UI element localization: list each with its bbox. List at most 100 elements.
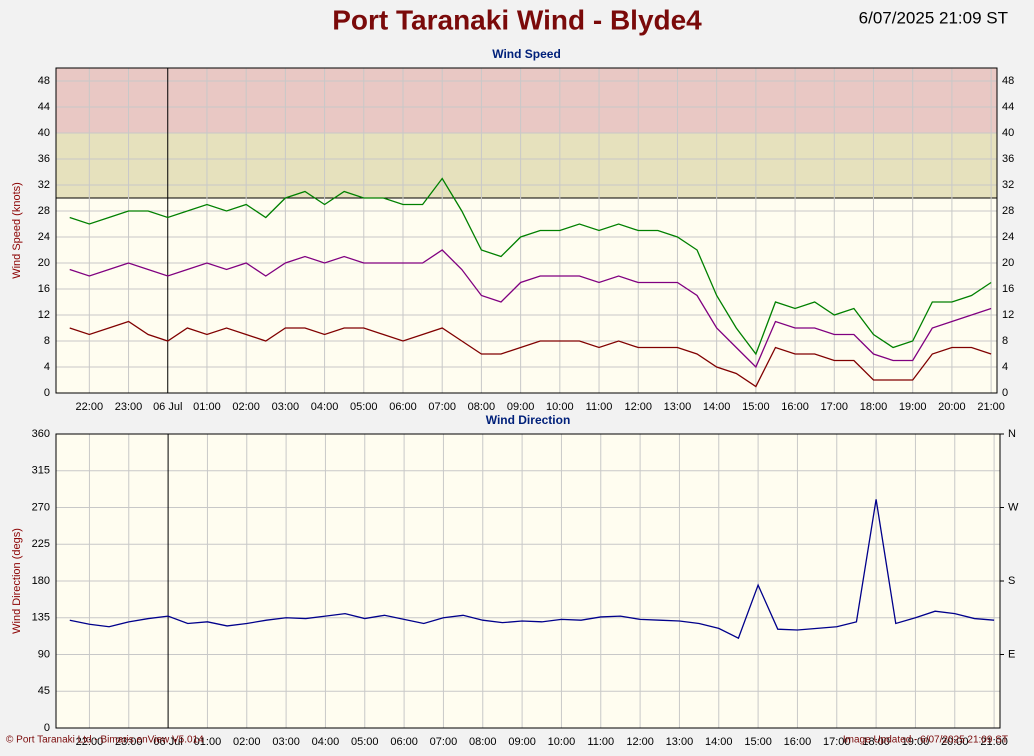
y-tick-label: 135: [32, 612, 50, 624]
y2-tick-label: 4: [1002, 361, 1008, 373]
x-tick-label: 14:00: [703, 401, 731, 413]
y-tick-label: 36: [38, 153, 50, 165]
series-line: [69, 177, 992, 356]
x-tick-label: 17:00: [823, 736, 851, 748]
x-tick-label: 09:00: [508, 736, 536, 748]
y2-tick-label: 20: [1002, 257, 1014, 269]
x-tick-label: 22:00: [76, 736, 104, 748]
x-tick-label: 15:00: [744, 736, 772, 748]
y2-tick-label: 8: [1002, 335, 1008, 347]
x-tick-label: 19:00: [899, 401, 927, 413]
series-line: [69, 320, 992, 388]
y-tick-label: 48: [38, 75, 50, 87]
x-tick-label: 12:00: [626, 736, 654, 748]
y-axis-label: Wind Speed (knots): [11, 182, 23, 279]
x-tick-label: 23:00: [115, 736, 143, 748]
y2-tick-label: 48: [1002, 75, 1014, 87]
y-tick-label: 315: [32, 465, 50, 477]
x-tick-label: 02:00: [233, 736, 261, 748]
x-tick-label: 03:00: [272, 401, 300, 413]
timestamp: 6/07/2025 21:09 ST: [859, 8, 1008, 27]
x-tick-label: 01:00: [194, 736, 222, 748]
y2-tick-label: 36: [1002, 153, 1014, 165]
x-tick-label: 07:00: [430, 736, 458, 748]
y2-tick-label: 40: [1002, 127, 1014, 139]
y2-tick-label: 44: [1002, 101, 1014, 113]
x-tick-label: 06 Jul: [153, 736, 182, 748]
y-tick-label: 20: [38, 257, 50, 269]
page-title: Port Taranaki Wind - Blyde4: [332, 4, 702, 35]
x-tick-label: 03:00: [272, 736, 300, 748]
x-tick-label: 08:00: [468, 401, 496, 413]
y-tick-label: 44: [38, 101, 50, 113]
x-tick-label: 19:00: [902, 736, 930, 748]
y-tick-label: 4: [44, 361, 50, 373]
x-tick-label: 05:00: [351, 736, 379, 748]
x-tick-label: 17:00: [821, 401, 849, 413]
y2-tick-label: 12: [1002, 309, 1014, 321]
x-tick-label: 16:00: [784, 736, 812, 748]
x-tick-label: 06:00: [389, 401, 417, 413]
x-tick-label: 21:00: [980, 736, 1008, 748]
x-tick-label: 04:00: [312, 736, 340, 748]
x-tick-label: 13:00: [666, 736, 694, 748]
y-tick-label: 90: [38, 648, 50, 660]
y-tick-label: 40: [38, 127, 50, 139]
plot-border: [55, 433, 1001, 729]
plot-border: [55, 67, 998, 394]
y2-tick-label: 24: [1002, 231, 1014, 243]
y-tick-label: 8: [44, 335, 50, 347]
x-tick-label: 13:00: [664, 401, 692, 413]
x-tick-label: 20:00: [941, 736, 969, 748]
x-tick-label: 14:00: [705, 736, 733, 748]
y-tick-label: 28: [38, 205, 50, 217]
y2-tick-label: 0: [1002, 387, 1008, 399]
y2-tick-label: W: [1008, 501, 1019, 513]
y2-tick-label: 28: [1002, 205, 1014, 217]
y-tick-label: 24: [38, 231, 50, 243]
x-tick-label: 06 Jul: [153, 401, 182, 413]
x-tick-label: 06:00: [390, 736, 418, 748]
x-tick-label: 11:00: [587, 736, 614, 748]
x-tick-label: 21:00: [977, 401, 1005, 413]
x-tick-label: 07:00: [428, 401, 456, 413]
x-tick-label: 04:00: [311, 401, 339, 413]
footer-left: © Port Taranaki Ltd - Bimaris enView V5.…: [6, 735, 204, 746]
y-tick-label: 225: [32, 538, 50, 550]
y-axis-label: Wind Direction (degs): [11, 528, 23, 634]
x-tick-label: 16:00: [781, 401, 809, 413]
x-tick-label: 10:00: [548, 736, 576, 748]
y2-tick-label: 16: [1002, 283, 1014, 295]
series-line: [69, 249, 992, 369]
y2-tick-label: S: [1008, 575, 1015, 587]
x-tick-label: 15:00: [742, 401, 770, 413]
x-tick-label: 18:00: [862, 736, 890, 748]
chart-title: Wind Direction: [486, 413, 571, 427]
x-tick-label: 02:00: [232, 401, 260, 413]
y-tick-label: 45: [38, 685, 50, 697]
x-tick-label: 01:00: [193, 401, 221, 413]
x-tick-label: 09:00: [507, 401, 535, 413]
y2-tick-label: E: [1008, 648, 1015, 660]
footer-right: Image Updated - 6/07/2025 21:09 ST: [843, 735, 1008, 746]
y2-tick-label: N: [1008, 428, 1016, 440]
y-tick-label: 0: [44, 722, 50, 734]
y-tick-label: 270: [32, 501, 50, 513]
x-tick-label: 10:00: [546, 401, 574, 413]
x-tick-label: 20:00: [938, 401, 966, 413]
x-tick-label: 12:00: [624, 401, 652, 413]
x-tick-label: 22:00: [76, 401, 104, 413]
y2-tick-label: 32: [1002, 179, 1014, 191]
y-tick-label: 12: [38, 309, 50, 321]
y-tick-label: 16: [38, 283, 50, 295]
series-line: [69, 499, 995, 640]
x-tick-label: 11:00: [586, 401, 613, 413]
x-tick-label: 05:00: [350, 401, 378, 413]
threshold-band: [56, 68, 997, 133]
chart-title: Wind Speed: [492, 47, 561, 61]
x-tick-label: 23:00: [115, 401, 143, 413]
y-tick-label: 32: [38, 179, 50, 191]
y-tick-label: 0: [44, 387, 50, 399]
x-tick-label: 08:00: [469, 736, 497, 748]
